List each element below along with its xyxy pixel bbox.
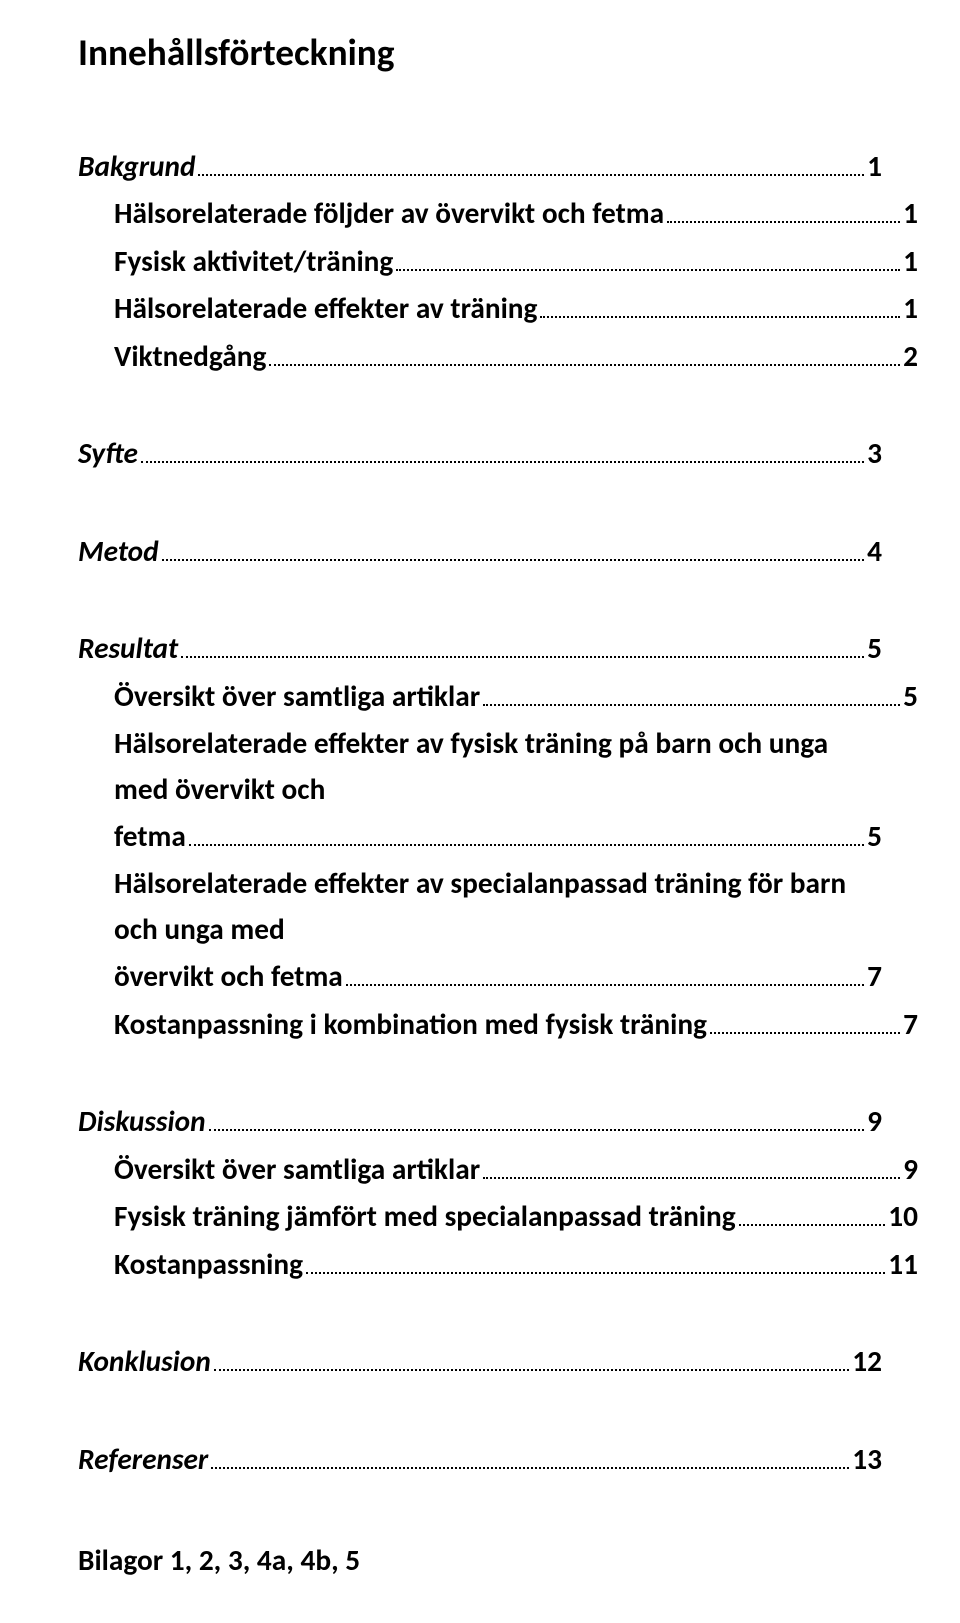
toc-entry: Konklusion 12 [78,1315,882,1384]
toc-entry: Resultat 5 [78,602,882,671]
toc-leader [189,825,864,846]
toc-entry: Hälsorelaterade effekter av fysisk träni… [78,719,882,859]
toc-leader [739,1205,886,1226]
toc-page-number: 11 [888,1242,918,1287]
toc-label: Fysisk träning jämfört med specialanpass… [114,1194,736,1239]
toc-leader [214,1350,849,1371]
toc-leader [396,250,900,271]
toc-leader [306,1253,885,1274]
toc-page-number: 7 [903,1002,918,1047]
toc-label: Bilagor 1, 2, 3, 4a, 4b, 5 [78,1538,360,1583]
toc-page-number: 9 [867,1099,882,1144]
toc-page-number: 10 [888,1194,918,1239]
table-of-contents: Bakgrund 1 Hälsorelaterade följder av över… [78,120,882,1583]
toc-page-number: 3 [867,431,882,476]
toc-label: fetma [114,814,186,859]
toc-label: Hälsorelaterade följder av övervikt och … [114,191,664,236]
toc-label: Viktnedgång [114,334,266,379]
toc-entry: Kostanpassning 11 [78,1240,918,1287]
toc-entry: Hälsorelaterade effekter av träning 1 [78,284,918,331]
toc-label: Hälsorelaterade effekter av träning [114,286,537,331]
toc-page-number: 1 [903,286,918,331]
toc-leader [540,297,900,318]
toc-leader [209,1110,865,1131]
toc-leader [346,965,864,986]
toc-leader [141,442,864,463]
toc-page-number: 5 [903,674,918,719]
toc-label: Hälsorelaterade effekter av fysisk träni… [114,721,882,812]
toc-leader [483,1158,900,1179]
page-title: Innehållsförteckning [78,30,882,76]
toc-page-number: 12 [852,1339,882,1384]
toc-label: Hälsorelaterade effekter av specialanpas… [114,861,882,952]
toc-page-number: 7 [867,954,882,999]
toc-entry: Fysisk träning jämfört med specialanpass… [78,1192,918,1239]
toc-label: Bakgrund [78,144,195,189]
toc-entry: Bilagor 1, 2, 3, 4a, 4b, 5 [78,1510,882,1583]
toc-entry-multiline: Hälsorelaterade effekter av fysisk träni… [114,719,882,859]
toc-entry: Översikt över samtliga artiklar 5 [78,672,918,719]
toc-entry: Fysisk aktivitet/träning 1 [78,237,918,284]
toc-label: Diskussion [78,1099,206,1144]
toc-page-number: 4 [867,529,882,574]
toc-page-number: 1 [903,191,918,236]
toc-leader [710,1013,900,1034]
toc-page-number: 5 [867,626,882,671]
toc-label: Översikt över samtliga artiklar [114,1147,480,1192]
toc-label: Referenser [78,1437,208,1482]
toc-entry: Bakgrund 1 [78,120,882,189]
toc-label: Syfte [78,431,138,476]
toc-page-number: 1 [903,239,918,284]
toc-entry: Syfte 3 [78,407,882,476]
toc-label: Fysisk aktivitet/träning [114,239,393,284]
toc-leader [269,345,900,366]
toc-label: Kostanpassning [114,1242,303,1287]
toc-entry: Viktnedgång 2 [78,332,918,379]
toc-entry-multiline: Hälsorelaterade effekter av specialanpas… [114,859,882,999]
toc-page-number: 2 [903,334,918,379]
toc-leader [198,155,864,176]
toc-label: Kostanpassning i kombination med fysisk … [114,1002,707,1047]
toc-entry: Hälsorelaterade effekter av specialanpas… [78,859,882,999]
toc-page-number: 5 [867,814,882,859]
toc-leader [667,202,900,223]
toc-page-number: 1 [867,144,882,189]
toc-leader [211,1447,849,1468]
toc-page-number: 9 [903,1147,918,1192]
toc-label: Konklusion [78,1339,211,1384]
toc-label: Översikt över samtliga artiklar [114,674,480,719]
toc-entry: Kostanpassning i kombination med fysisk … [78,1000,918,1047]
toc-entry: Hälsorelaterade följder av övervikt och … [78,189,918,236]
toc-label: Metod [78,529,159,574]
toc-label: övervikt och fetma [114,954,343,999]
toc-leader [162,540,865,561]
toc-label: Resultat [78,626,178,671]
toc-entry: Referenser 13 [78,1413,882,1482]
toc-entry: Översikt över samtliga artiklar 9 [78,1145,918,1192]
toc-leader [181,637,864,658]
toc-page-number: 13 [852,1437,882,1482]
toc-entry: Metod 4 [78,505,882,574]
toc-leader [483,685,900,706]
toc-entry: Diskussion 9 [78,1075,882,1144]
